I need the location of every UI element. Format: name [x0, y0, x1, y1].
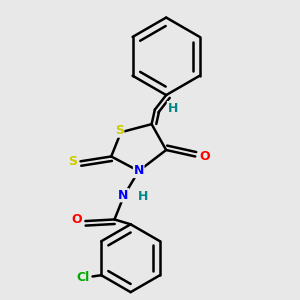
Text: N: N — [118, 189, 129, 202]
Text: S: S — [115, 124, 124, 137]
Text: H: H — [138, 190, 148, 203]
Text: H: H — [167, 101, 178, 115]
Text: O: O — [199, 150, 210, 163]
Text: N: N — [134, 164, 144, 178]
Text: S: S — [68, 155, 77, 168]
Text: O: O — [71, 213, 82, 226]
Text: Cl: Cl — [77, 271, 90, 284]
